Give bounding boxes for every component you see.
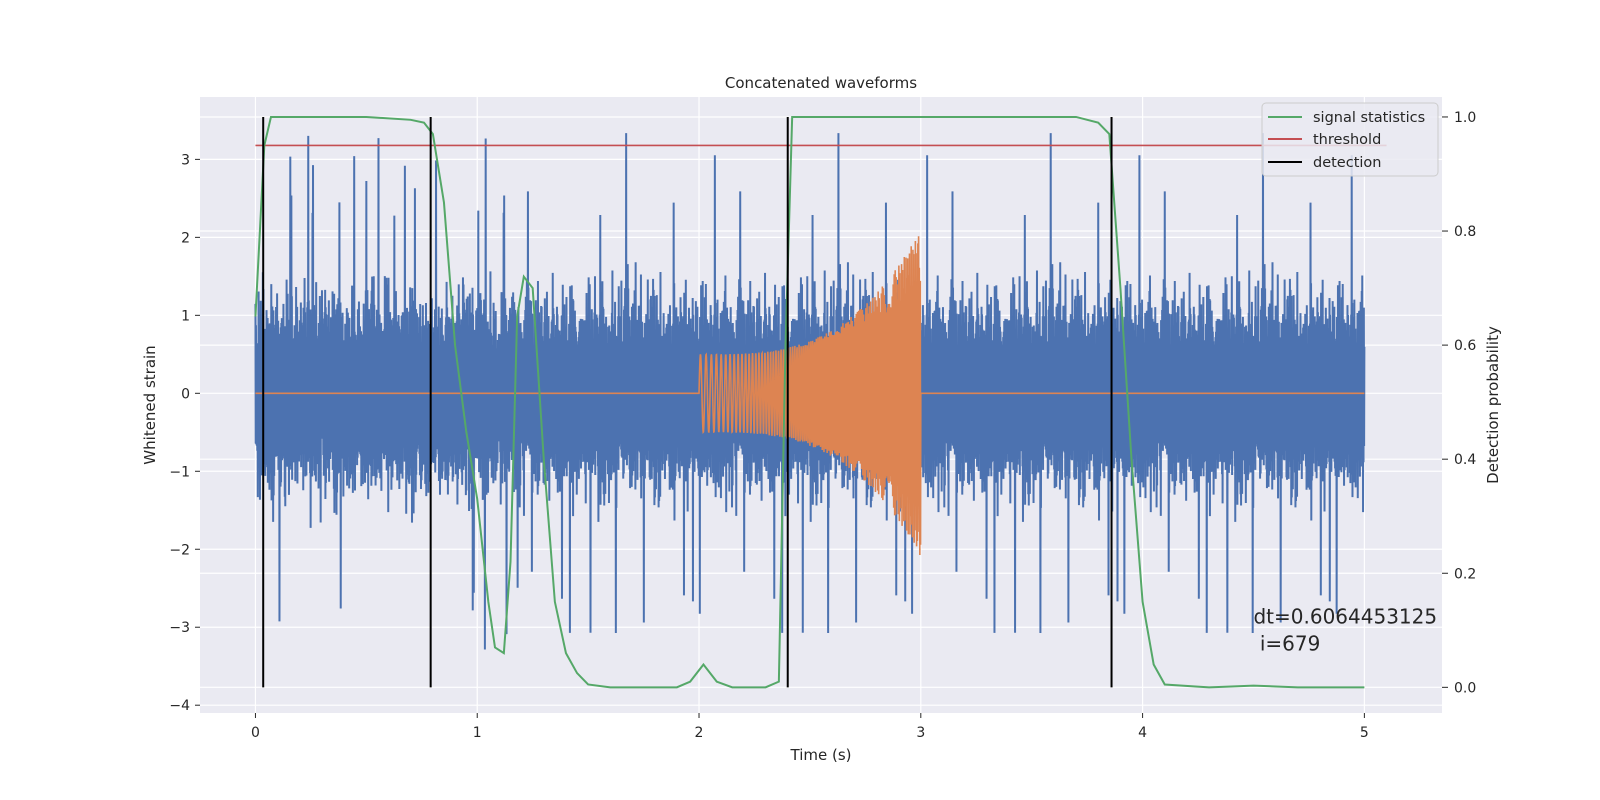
y-tick-label: −1 <box>169 464 190 480</box>
x-axis-label: Time (s) <box>790 746 852 764</box>
signal-statistics-series <box>254 115 1365 689</box>
annotation-dt: dt=0.6064453125 <box>1253 604 1437 628</box>
annotation-index: i=679 <box>1253 632 1320 656</box>
legend-box <box>1261 102 1439 177</box>
y2-tick-label: 1.0 <box>1454 110 1476 126</box>
y-tick-label: 1 <box>181 308 190 324</box>
noise-series-line <box>254 133 1366 650</box>
y-tick-label: −3 <box>169 620 190 636</box>
waveform-series <box>255 236 1365 555</box>
y2-tick-label: 0.6 <box>1454 338 1476 354</box>
legend-label-detection: detection <box>1313 155 1381 171</box>
x-tick-label: 5 <box>1360 725 1369 741</box>
y-tick-label: 3 <box>181 152 190 168</box>
legend: signal statistics threshold detection <box>1261 102 1439 177</box>
annotations: dt=0.6064453125 i=679 <box>1253 604 1437 655</box>
legend-label-threshold: threshold <box>1313 132 1381 148</box>
y2-tick-label: 0.4 <box>1454 452 1476 468</box>
x-tick-label: 4 <box>1138 725 1147 741</box>
y2-tick-label: 0.0 <box>1454 680 1476 696</box>
y2-axis-label: Detection probability <box>1484 326 1502 484</box>
noise-series <box>254 133 1366 650</box>
x-tick-label: 2 <box>695 725 704 741</box>
x-tick-label: 0 <box>251 725 260 741</box>
y2-tick-label: 0.2 <box>1454 566 1476 582</box>
y-axis-label: Whitened strain <box>141 345 159 464</box>
axes-ticks: 0 1 2 3 4 5 −4 −3 −2 −1 0 1 2 3 0.0 0.2 0.4 0.6 0.8 1.0 <box>169 110 1476 741</box>
legend-label-signal-statistics: signal statistics <box>1313 110 1425 126</box>
y2-tick-label: 0.8 <box>1454 224 1476 240</box>
waveform-series-line <box>255 236 1365 555</box>
signal-statistics-line <box>254 115 1365 689</box>
chart-title: Concatenated waveforms <box>725 74 917 92</box>
x-tick-label: 3 <box>916 725 925 741</box>
x-tick-label: 1 <box>473 725 482 741</box>
y-tick-label: 2 <box>181 230 190 246</box>
y-tick-label: −2 <box>169 542 190 558</box>
detection-series <box>262 116 1113 688</box>
y-tick-label: −4 <box>169 698 190 714</box>
y-tick-label: 0 <box>181 386 190 402</box>
